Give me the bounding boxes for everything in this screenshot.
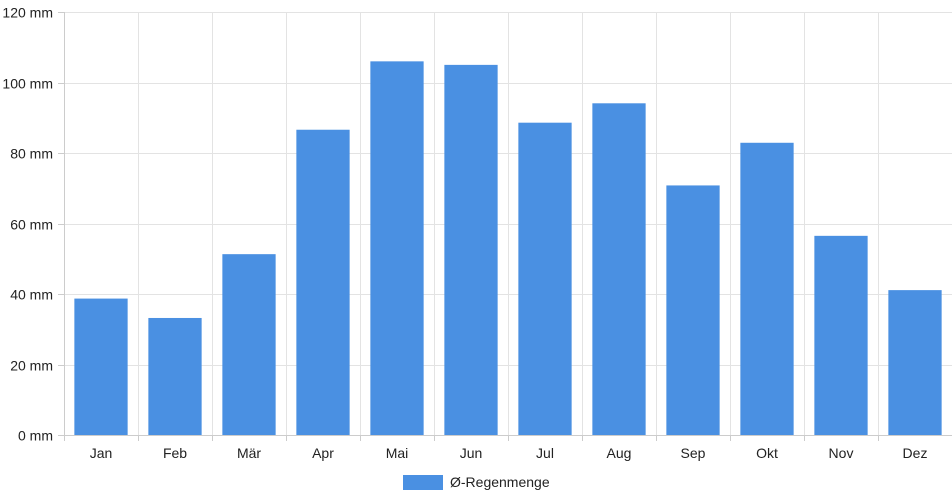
y-tick-label: 100 mm [2,76,53,92]
grid-lines [64,12,952,435]
y-axis-ticks: 0 mm 20 mm 40 mm 60 mm 80 mm 100 mm 120 mm [2,5,64,444]
x-tick-label: Jul [536,445,554,461]
x-tick-label: Aug [607,445,632,461]
legend[interactable]: Ø-Regenmenge [403,474,550,490]
bar-jul[interactable] [518,122,572,435]
bar-jan[interactable] [74,298,128,435]
y-tick-label: 80 mm [10,146,53,162]
x-tick-label: Feb [163,445,187,461]
bar-mai[interactable] [370,61,424,435]
bar-apr[interactable] [296,129,350,436]
bars [74,61,942,436]
bar-feb[interactable] [148,317,202,435]
x-axis-ticks: Jan Feb Mär Apr Mai Jun Jul Aug Sep Okt Nov Dez [64,435,928,461]
x-tick-label: Dez [903,445,928,461]
y-tick-label: 120 mm [2,5,53,21]
y-tick-label: 40 mm [10,287,53,303]
x-tick-label: Apr [312,445,334,461]
legend-swatch[interactable] [403,475,443,490]
legend-label[interactable]: Ø-Regenmenge [450,474,550,490]
x-tick-label: Mär [237,445,261,461]
x-tick-label: Jan [90,445,113,461]
x-tick-label: Sep [681,445,706,461]
y-tick-label: 60 mm [10,217,53,233]
bar-aug[interactable] [592,103,646,436]
x-tick-label: Nov [829,445,854,461]
x-tick-label: Mai [386,445,409,461]
bar-mär[interactable] [222,254,276,435]
bar-jun[interactable] [444,64,498,435]
bar-okt[interactable] [740,142,794,435]
bar-nov[interactable] [814,235,868,435]
bar-sep[interactable] [666,185,720,435]
y-tick-label: 20 mm [10,358,53,374]
y-tick-label: 0 mm [18,428,53,444]
x-tick-label: Okt [756,445,778,461]
bar-dez[interactable] [888,290,942,435]
x-tick-label: Jun [460,445,483,461]
